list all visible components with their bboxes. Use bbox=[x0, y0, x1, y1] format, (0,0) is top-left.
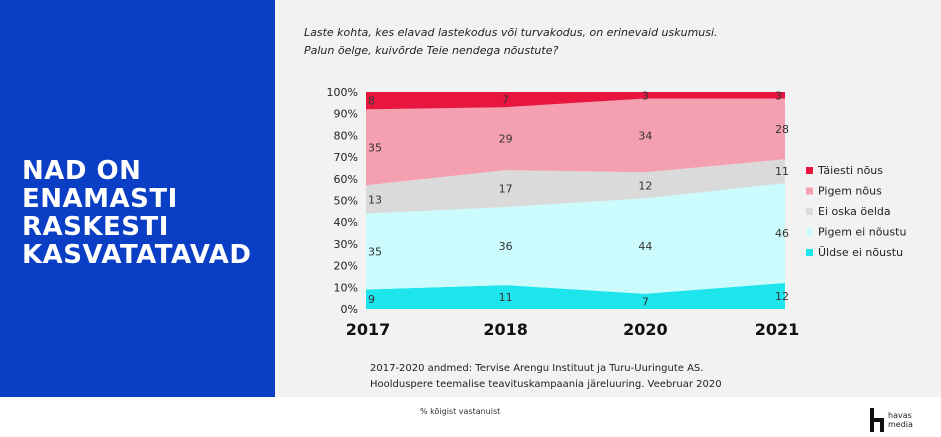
y-tick-label: 100% bbox=[327, 86, 358, 99]
havas-logo-icon bbox=[870, 408, 884, 432]
data-label: 29 bbox=[499, 133, 513, 146]
headline-line: NAD ON ENAMASTI bbox=[22, 156, 178, 214]
data-label: 12 bbox=[775, 290, 789, 303]
legend-label: Pigem ei nõustu bbox=[818, 226, 906, 239]
data-label: 8 bbox=[368, 95, 375, 108]
data-label: 9 bbox=[368, 293, 375, 306]
data-label: 3 bbox=[642, 89, 649, 102]
havas-media-logo: havas media bbox=[870, 408, 930, 434]
area-t-iesti-n-us bbox=[366, 92, 785, 110]
data-label: 46 bbox=[775, 227, 789, 240]
y-tick-label: 40% bbox=[334, 216, 358, 229]
y-tick-label: 30% bbox=[334, 238, 358, 251]
logo-text: havas media bbox=[888, 411, 913, 429]
headline-line: RASKESTI bbox=[22, 212, 169, 242]
legend-label: Pigem nõus bbox=[818, 185, 882, 198]
area-pigem-n-us bbox=[366, 98, 785, 186]
data-label: 12 bbox=[638, 179, 652, 192]
source-line: 2017-2020 andmed: Tervise Arengu Institu… bbox=[370, 363, 704, 374]
y-tick-label: 50% bbox=[334, 195, 358, 208]
data-label: 11 bbox=[775, 165, 789, 178]
left-panel: NAD ON ENAMASTI RASKESTI KASVATATAVAD bbox=[0, 0, 275, 397]
y-tick-label: 80% bbox=[334, 129, 358, 142]
data-label: 17 bbox=[499, 183, 513, 196]
legend-label: Ei oska öelda bbox=[818, 205, 891, 218]
legend-swatch bbox=[806, 187, 813, 195]
legend-swatch bbox=[806, 249, 813, 256]
data-label: 34 bbox=[638, 129, 652, 142]
y-tick-label: 90% bbox=[334, 108, 358, 121]
headline-line: KASVATATAVAD bbox=[22, 240, 252, 270]
survey-question: Laste kohta, kes elavad lastekodus või t… bbox=[304, 24, 718, 60]
legend-swatch bbox=[806, 228, 813, 236]
headline: NAD ON ENAMASTI RASKESTI KASVATATAVAD bbox=[22, 157, 275, 269]
question-line: Laste kohta, kes elavad lastekodus või t… bbox=[304, 26, 718, 39]
data-label: 7 bbox=[642, 295, 649, 308]
logo-text-line: media bbox=[888, 420, 913, 429]
data-label: 35 bbox=[368, 245, 382, 258]
source-line: Hoolduspere teemalise teavituskampaania … bbox=[370, 379, 722, 390]
area-pigem-ei-n-ustu bbox=[366, 183, 785, 294]
y-tick-label: 70% bbox=[334, 151, 358, 164]
data-label: 44 bbox=[638, 240, 652, 253]
y-tick-label: 0% bbox=[341, 303, 358, 316]
legend-label: Üldse ei nõustu bbox=[818, 246, 903, 259]
x-tick-label: 2017 bbox=[346, 320, 391, 339]
source-note: 2017-2020 andmed: Tervise Arengu Institu… bbox=[370, 361, 722, 393]
area-ei-oska-elda bbox=[366, 159, 785, 214]
data-label: 3 bbox=[775, 89, 782, 102]
x-tick-label: 2018 bbox=[483, 320, 528, 339]
data-label: 7 bbox=[502, 94, 509, 107]
data-label: 36 bbox=[499, 240, 513, 253]
y-tick-label: 10% bbox=[334, 281, 358, 294]
data-label: 28 bbox=[775, 123, 789, 136]
footnote: % kõigist vastanuist bbox=[420, 407, 501, 416]
question-line: Palun öelge, kuivõrde Teie nendega nõust… bbox=[304, 44, 559, 57]
x-tick-label: 2020 bbox=[623, 320, 668, 339]
data-label: 11 bbox=[499, 291, 513, 304]
y-tick-label: 20% bbox=[334, 260, 358, 273]
logo-text-line: havas bbox=[888, 411, 912, 420]
y-tick-label: 60% bbox=[334, 173, 358, 186]
data-label: 13 bbox=[368, 193, 382, 206]
legend-swatch bbox=[806, 208, 813, 215]
area--ldse-ei-n-ustu bbox=[366, 282, 785, 309]
legend-swatch bbox=[806, 167, 813, 174]
legend-label: Täiesti nõus bbox=[817, 164, 883, 177]
data-label: 35 bbox=[368, 141, 382, 154]
x-tick-label: 2021 bbox=[755, 320, 800, 339]
